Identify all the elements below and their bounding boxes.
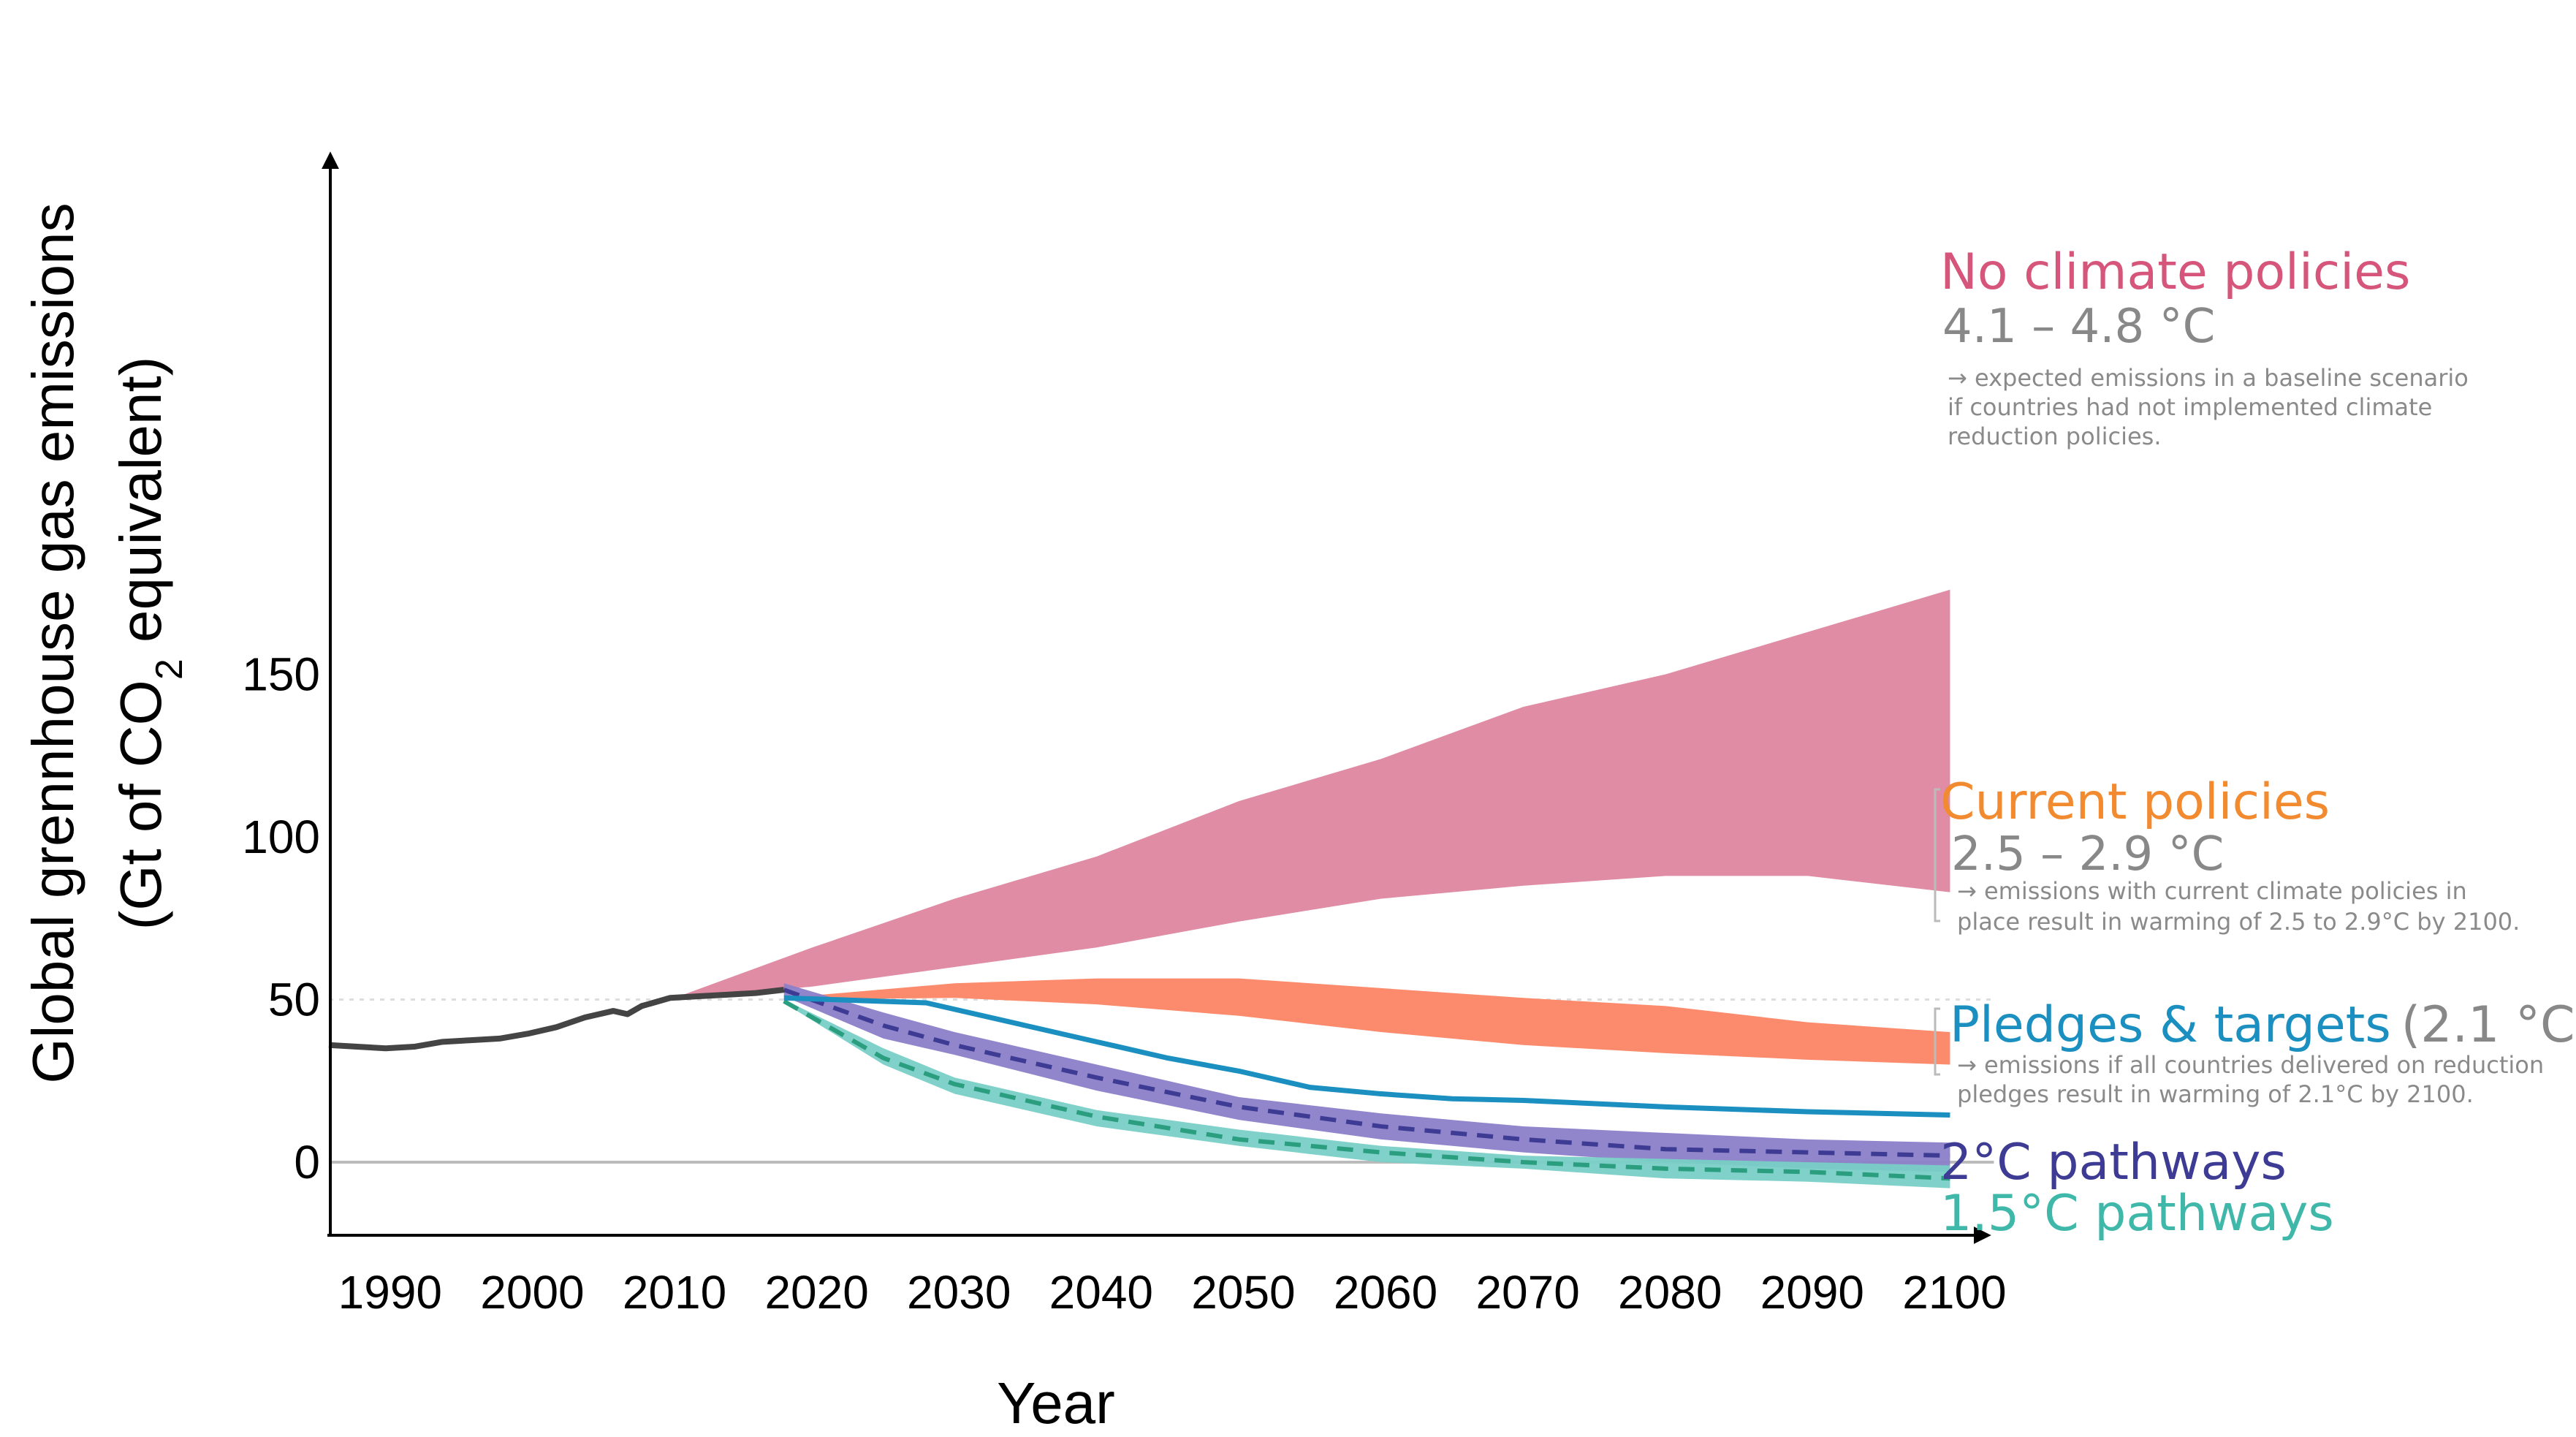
annotation-current-policies: Current policies 2.5 – 2.9 °C → emission… — [1934, 773, 2520, 936]
bracket — [1934, 788, 1940, 922]
scenario-note-line: place result in warming of 2.5 to 2.9°C … — [1957, 908, 2520, 936]
x-tick-label: 2040 — [1049, 1266, 1153, 1319]
scenario-title-no-climate-policies: No climate policies — [1940, 243, 2410, 301]
scenario-title-1-5c-pathways: 1.5°C pathways — [1940, 1185, 2334, 1243]
annotation-pledges-targets: Pledges & targets (2.1 °C) → emissions if… — [1934, 996, 2576, 1108]
x-tick-label: 2000 — [480, 1266, 584, 1319]
band-no-climate-policies — [670, 589, 1950, 1000]
scenario-title-2c-pathways: 2°C pathways — [1940, 1134, 2287, 1191]
annotation-no-climate-policies: No climate policies 4.1 – 4.8 °C → expec… — [1940, 243, 2469, 450]
line-1-5c-median — [783, 999, 1950, 1181]
y-tick-label: 100 — [242, 811, 320, 863]
scenario-note-line: reduction policies. — [1948, 422, 2161, 450]
x-axis-label: Year — [997, 1370, 1115, 1436]
line-pledges-targets — [783, 995, 1950, 1118]
scenario-temp-no-climate-policies: 4.1 – 4.8 °C — [1942, 300, 2215, 354]
scenario-note-line: if countries had not implemented climate — [1948, 393, 2432, 421]
y-axis-label-line2: (Gt of CO2 equivalent) — [108, 357, 191, 930]
scenario-note-line: → expected emissions in a baseline scena… — [1948, 364, 2469, 392]
scenario-note-line: → emissions with current climate policie… — [1957, 877, 2467, 905]
line-historical-emissions — [328, 987, 785, 1052]
x-tick-label: 2100 — [1902, 1266, 2006, 1319]
line-2c-median — [783, 987, 1950, 1159]
y-tick-label: 50 — [268, 974, 320, 1026]
scenario-temp-current-policies: 2.5 – 2.9 °C — [1951, 827, 2224, 881]
x-tick-label: 2030 — [907, 1266, 1011, 1319]
y-tick-label: 0 — [294, 1136, 320, 1188]
y-tick-label: 150 — [242, 648, 320, 701]
scenario-note-line: pledges result in warming of 2.1°C by 21… — [1957, 1080, 2474, 1108]
scenario-title-pledges-targets: Pledges & targets (2.1 °C) — [1950, 996, 2576, 1054]
x-tick-label: 2060 — [1334, 1266, 1437, 1319]
bracket — [1934, 1007, 1940, 1076]
x-tick-label: 1990 — [338, 1266, 442, 1319]
x-tick-label: 2070 — [1475, 1266, 1579, 1319]
y-axis-label-line1: Global grennhouse gas emissions — [20, 202, 86, 1083]
scenario-note-line: → emissions if all countries delivered o… — [1957, 1051, 2544, 1079]
scenario-title-current-policies: Current policies — [1940, 773, 2330, 831]
x-tick-label: 2090 — [1760, 1266, 1864, 1319]
x-tick-label: 2020 — [764, 1266, 868, 1319]
x-tick-label: 2080 — [1618, 1266, 1722, 1319]
x-tick-label: 2050 — [1191, 1266, 1295, 1319]
x-tick-label: 2010 — [623, 1266, 726, 1319]
band-current-policies — [783, 978, 1950, 1065]
